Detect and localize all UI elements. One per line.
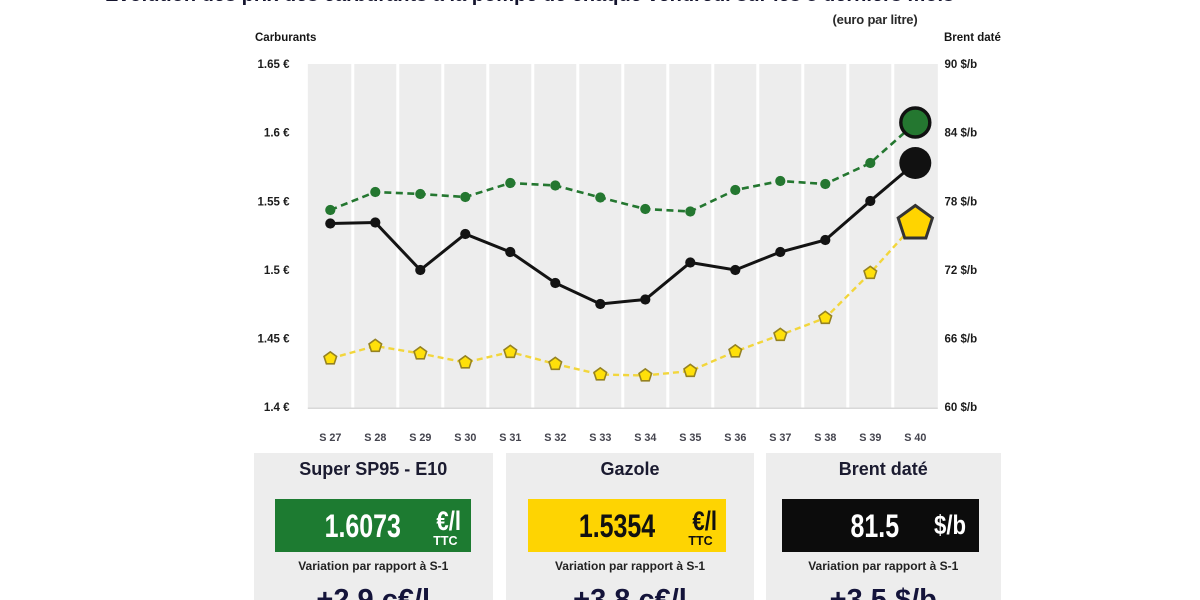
svg-text:S 39: S 39 xyxy=(859,432,881,444)
svg-text:S 30: S 30 xyxy=(454,432,476,444)
svg-text:60 $/b: 60 $/b xyxy=(945,402,978,414)
svg-text:S 28: S 28 xyxy=(364,432,386,444)
svg-text:1.65 €: 1.65 € xyxy=(258,59,291,71)
svg-text:1.45 €: 1.45 € xyxy=(258,334,291,346)
svg-text:1.55 €: 1.55 € xyxy=(258,196,291,208)
svg-text:66 $/b: 66 $/b xyxy=(945,334,978,346)
svg-text:S 40: S 40 xyxy=(904,432,926,444)
svg-text:1.5 €: 1.5 € xyxy=(264,265,290,277)
svg-text:78 $/b: 78 $/b xyxy=(945,196,978,208)
svg-text:S 31: S 31 xyxy=(499,432,521,444)
svg-text:1.6 €: 1.6 € xyxy=(264,128,290,140)
svg-text:S 33: S 33 xyxy=(589,432,611,444)
svg-text:84 $/b: 84 $/b xyxy=(945,128,978,140)
svg-text:90 $/b: 90 $/b xyxy=(945,59,978,71)
svg-text:S 29: S 29 xyxy=(409,432,431,444)
svg-text:S 37: S 37 xyxy=(769,432,791,444)
svg-text:1.4 €: 1.4 € xyxy=(264,402,290,414)
svg-text:S 32: S 32 xyxy=(544,432,566,444)
svg-text:S 34: S 34 xyxy=(634,432,656,444)
svg-text:72 $/b: 72 $/b xyxy=(945,265,978,277)
svg-text:S 27: S 27 xyxy=(319,432,341,444)
svg-text:S 36: S 36 xyxy=(724,432,746,444)
svg-text:S 35: S 35 xyxy=(679,432,701,444)
svg-text:S 38: S 38 xyxy=(814,432,836,444)
